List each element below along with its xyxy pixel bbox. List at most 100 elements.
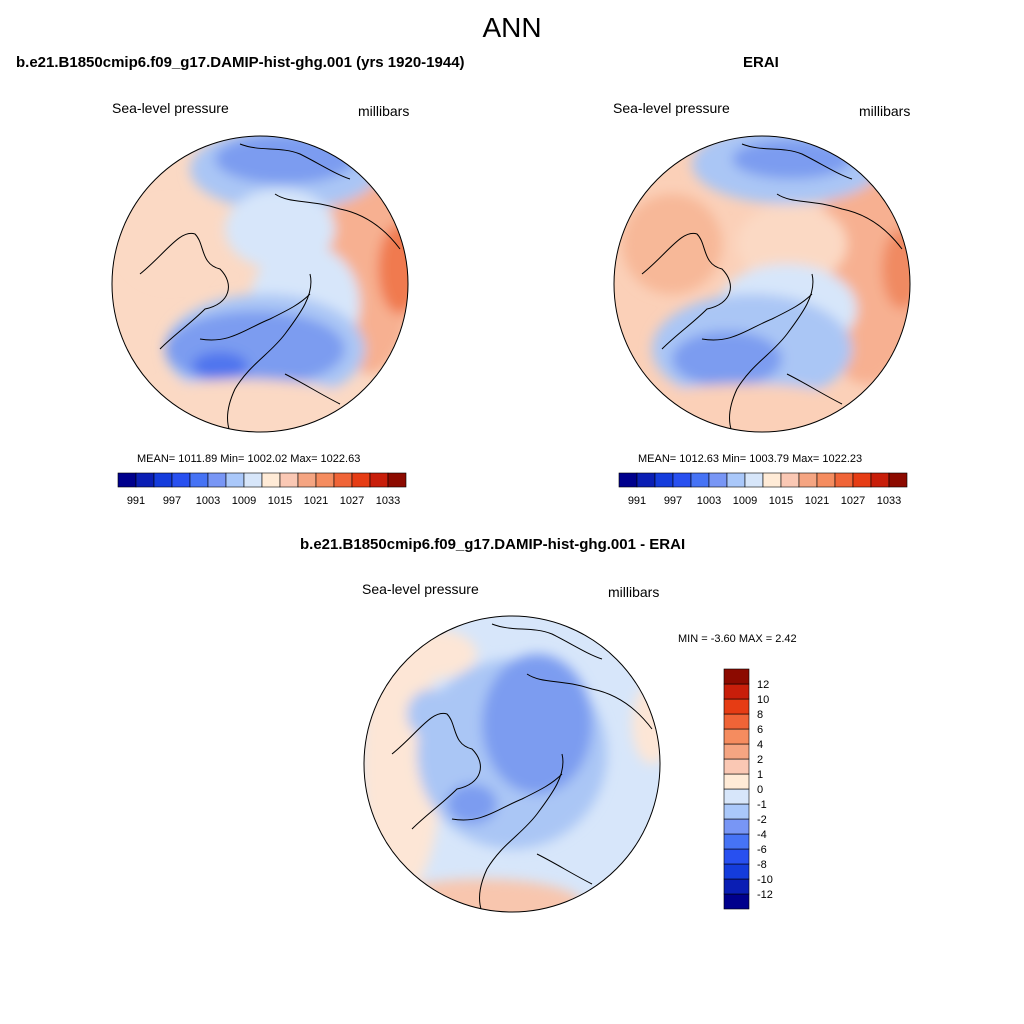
colorbar-box	[723, 788, 750, 805]
colorbar-tick-label: 8	[757, 709, 763, 721]
panel-title-erai: ERAI	[743, 54, 779, 71]
colorbar-tick-label: 4	[757, 739, 763, 751]
colorbar-tick-label: 997	[664, 495, 682, 507]
colorbar-box	[762, 472, 782, 488]
colorbar-tick-label: 12	[757, 679, 769, 691]
colorbar-tick-label: 1021	[304, 495, 328, 507]
colorbar-box	[723, 878, 750, 895]
units-label-diff: millibars	[608, 584, 660, 600]
colorbar-box	[261, 472, 281, 488]
colorbar-box	[888, 472, 908, 488]
colorbar-tick-label: 1027	[841, 495, 865, 507]
colorbar-tick-label: 991	[628, 495, 646, 507]
colorbar-box	[744, 472, 764, 488]
colorbar-tick-label: 1033	[877, 495, 901, 507]
colorbar-box	[315, 472, 335, 488]
colorbar-tick-label: 1009	[232, 495, 256, 507]
colorbar-tick-label: 1015	[268, 495, 292, 507]
polar-map-erai	[613, 135, 911, 433]
polar-map-diff	[363, 615, 661, 913]
panel-title-diff: b.e21.B1850cmip6.f09_g17.DAMIP-hist-ghg.…	[300, 536, 686, 553]
colorbar-tick-label: -12	[757, 889, 773, 901]
colorbar-box	[723, 863, 750, 880]
colorbar-box	[723, 848, 750, 865]
colorbar-box	[333, 472, 353, 488]
colorbar-tick-label: -10	[757, 874, 773, 886]
main-title: ANN	[482, 12, 542, 43]
colorbar-box	[387, 472, 407, 488]
colorbar-tick-label: -6	[757, 844, 767, 856]
colorbar-ticks-model: 991 997 1003 1009 1015 1021 1027 1033	[127, 495, 400, 507]
colorbar-box	[618, 472, 638, 488]
colorbar-erai: 991 997 1003 1009 1015 1021 1027 1033	[618, 472, 908, 507]
colorbar-tick-label: 997	[163, 495, 181, 507]
colorbar-tick-label: 1033	[376, 495, 400, 507]
colorbar-box	[723, 713, 750, 730]
colorbar-box	[171, 472, 191, 488]
colorbar-tick-label: -8	[757, 859, 767, 871]
colorbar-box	[117, 472, 137, 488]
colorbar-tick-label: 6	[757, 724, 763, 736]
colorbar-box	[723, 803, 750, 820]
colorbar-box	[297, 472, 317, 488]
colorbar-box	[708, 472, 728, 488]
colorbar-box	[798, 472, 818, 488]
stats-erai: MEAN= 1012.63 Min= 1003.79 Max= 1022.23	[638, 453, 863, 465]
colorbar-model: 991 997 1003 1009 1015 1021 1027 1033	[117, 472, 407, 507]
colorbar-tick-label: 1	[757, 769, 763, 781]
colorbar-tick-label: -2	[757, 814, 767, 826]
colorbar-tick-label: 2	[757, 754, 763, 766]
colorbar-box	[870, 472, 890, 488]
colorbar-tick-label: 1027	[340, 495, 364, 507]
colorbar-box	[726, 472, 746, 488]
colorbar-box	[189, 472, 209, 488]
colorbar-tick-label: 1009	[733, 495, 757, 507]
colorbar-tick-label: -4	[757, 829, 767, 841]
colorbar-box	[279, 472, 299, 488]
colorbar-box	[351, 472, 371, 488]
panel-title-model: b.e21.B1850cmip6.f09_g17.DAMIP-hist-ghg.…	[16, 54, 465, 71]
colorbar-box	[723, 833, 750, 850]
colorbar-box	[225, 472, 245, 488]
colorbar-box	[243, 472, 263, 488]
colorbar-box	[723, 893, 750, 910]
variable-label-diff: Sea-level pressure	[362, 581, 479, 597]
colorbar-boxes-erai	[618, 472, 908, 488]
colorbar-box	[672, 472, 692, 488]
colorbar-box	[135, 472, 155, 488]
colorbar-box	[723, 668, 750, 685]
colorbar-tick-label: -1	[757, 799, 767, 811]
colorbar-box	[723, 743, 750, 760]
colorbar-box	[369, 472, 389, 488]
colorbar-box	[654, 472, 674, 488]
colorbar-tick-label: 1003	[196, 495, 220, 507]
colorbar-tick-label: 1021	[805, 495, 829, 507]
stats-diff: MIN = -3.60 MAX = 2.42	[678, 633, 797, 645]
stats-model: MEAN= 1011.89 Min= 1002.02 Max= 1022.63	[137, 453, 361, 465]
colorbar-tick-label: 1003	[697, 495, 721, 507]
colorbar-tick-label: 1015	[769, 495, 793, 507]
colorbar-tick-label: 0	[757, 784, 763, 796]
colorbar-box	[723, 698, 750, 715]
variable-label-model: Sea-level pressure	[112, 100, 229, 116]
polar-map-model	[111, 135, 409, 433]
colorbar-box	[723, 758, 750, 775]
colorbar-box	[852, 472, 872, 488]
colorbar-tick-label: 991	[127, 495, 145, 507]
colorbar-box	[723, 728, 750, 745]
colorbar-box	[816, 472, 836, 488]
colorbar-tick-label: 10	[757, 694, 769, 706]
units-label-erai: millibars	[859, 103, 911, 119]
colorbar-ticks-erai: 991 997 1003 1009 1015 1021 1027 1033	[628, 495, 901, 507]
colorbar-box	[723, 773, 750, 790]
colorbar-box	[636, 472, 656, 488]
colorbar-box	[690, 472, 710, 488]
colorbar-boxes-diff	[723, 668, 750, 910]
colorbar-box	[723, 818, 750, 835]
colorbar-box	[780, 472, 800, 488]
colorbar-boxes-model	[117, 472, 407, 488]
colorbar-box	[153, 472, 173, 488]
variable-label-erai: Sea-level pressure	[613, 100, 730, 116]
